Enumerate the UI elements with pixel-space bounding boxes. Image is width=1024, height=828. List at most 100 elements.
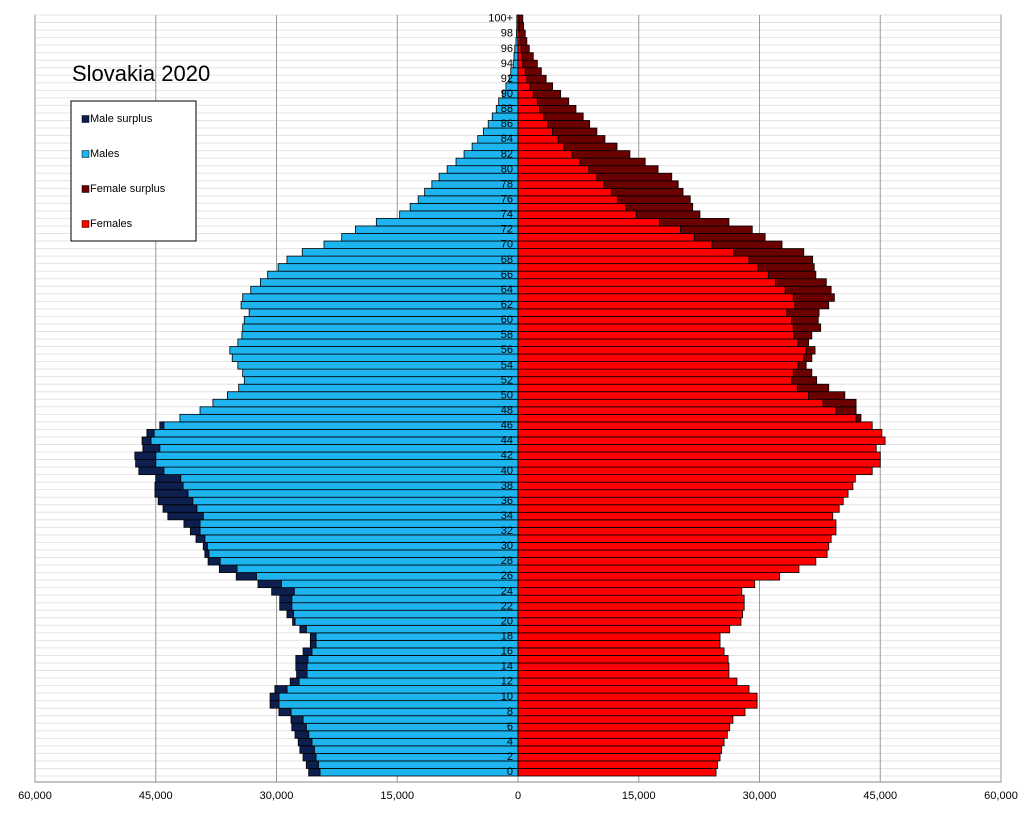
- bar: [517, 685, 750, 694]
- bar: [180, 474, 519, 483]
- bar: [231, 353, 519, 362]
- surplus-bar: [299, 624, 307, 634]
- surplus-bar: [571, 150, 631, 159]
- bar: [517, 315, 793, 325]
- surplus-bar: [289, 677, 300, 686]
- y-tick-label: 40: [501, 465, 513, 477]
- bar: [242, 293, 519, 302]
- surplus-bar: [295, 662, 308, 671]
- surplus-bar: [557, 135, 606, 144]
- bar: [226, 391, 519, 400]
- bar: [267, 270, 519, 280]
- legend-label: Females: [90, 218, 133, 230]
- surplus-bar: [134, 451, 157, 460]
- surplus-bar: [142, 444, 161, 453]
- bar: [202, 511, 519, 521]
- surplus-bar: [155, 474, 182, 483]
- bar: [517, 157, 581, 167]
- bar: [517, 624, 731, 634]
- y-tick-label: 94: [501, 58, 513, 70]
- bar: [206, 542, 519, 551]
- bar: [517, 707, 746, 717]
- bar: [291, 602, 519, 611]
- surplus-bar: [791, 376, 818, 385]
- surplus-bar: [529, 82, 554, 91]
- bar: [243, 376, 519, 385]
- bar: [517, 142, 565, 152]
- bar: [305, 722, 519, 732]
- legend-swatch: [81, 220, 90, 228]
- bar: [306, 662, 519, 671]
- y-tick-label: 22: [501, 600, 513, 612]
- bar: [517, 662, 730, 671]
- y-tick-label: 14: [501, 661, 513, 673]
- legend-swatch: [81, 185, 90, 193]
- y-tick-label: 10: [501, 691, 513, 703]
- bar: [517, 511, 834, 521]
- bar: [286, 255, 519, 265]
- surplus-bar: [189, 526, 201, 536]
- bar: [517, 466, 873, 476]
- bar: [307, 655, 519, 664]
- bar: [517, 421, 873, 430]
- bar: [517, 165, 590, 174]
- bar: [153, 429, 519, 438]
- bar: [517, 587, 743, 596]
- y-tick-label: 88: [501, 103, 513, 115]
- bar: [517, 255, 750, 265]
- bar: [512, 59, 519, 69]
- y-tick-label: 28: [501, 555, 513, 567]
- surplus-bar: [680, 225, 753, 234]
- x-tick-label: 45,000: [863, 790, 897, 802]
- bar: [192, 496, 519, 506]
- bar: [259, 278, 519, 287]
- surplus-bar: [279, 602, 293, 611]
- surplus-bar: [793, 331, 813, 340]
- surplus-bar: [519, 37, 528, 46]
- y-tick-label: 90: [501, 88, 513, 100]
- surplus-bar: [693, 233, 766, 242]
- bar: [517, 112, 545, 121]
- surplus-bar: [154, 489, 189, 498]
- bar: [150, 436, 519, 445]
- bar: [517, 670, 730, 679]
- y-tick-label: 98: [501, 28, 513, 40]
- y-tick-label: 58: [501, 329, 513, 341]
- y-tick-label: 30: [501, 540, 513, 552]
- surplus-bar: [269, 692, 280, 702]
- y-tick-label: 36: [501, 495, 513, 507]
- bar: [517, 692, 758, 702]
- bar: [229, 346, 519, 355]
- surplus-bar: [711, 240, 783, 249]
- surplus-bar: [596, 172, 673, 182]
- surplus-bar: [767, 270, 817, 280]
- chart-title: Slovakia 2020: [72, 61, 210, 86]
- y-tick-label: 2: [507, 751, 513, 763]
- y-tick-label: 26: [501, 570, 513, 582]
- bar: [517, 97, 538, 106]
- y-tick-label: 54: [501, 359, 513, 371]
- bar: [517, 752, 721, 762]
- bar: [517, 459, 881, 468]
- bar: [317, 760, 519, 769]
- bar: [517, 406, 837, 415]
- bar: [163, 421, 519, 430]
- bar: [517, 496, 844, 506]
- y-tick-label: 8: [507, 706, 513, 718]
- bar: [182, 481, 519, 491]
- bar: [255, 572, 519, 581]
- bar: [305, 624, 519, 634]
- bar: [294, 617, 519, 626]
- bar: [517, 451, 881, 460]
- bar: [302, 715, 519, 724]
- surplus-bar: [519, 29, 526, 39]
- surplus-bar: [733, 248, 805, 257]
- bar: [311, 647, 519, 656]
- legend-label: Female surplus: [90, 183, 166, 195]
- y-tick-label: 24: [501, 585, 513, 597]
- bar: [517, 338, 799, 347]
- bar: [286, 685, 519, 694]
- bar: [517, 376, 793, 385]
- y-tick-label: 72: [501, 224, 513, 236]
- y-tick-label: 74: [501, 209, 513, 221]
